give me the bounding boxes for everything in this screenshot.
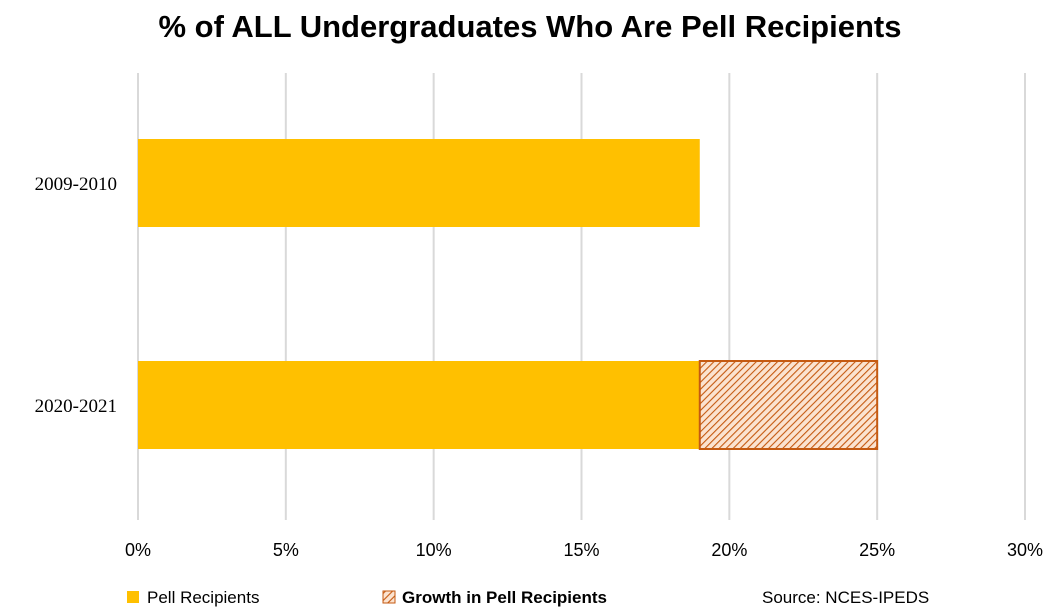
- bars: [138, 139, 879, 450]
- source-note: Source: NCES-IPEDS: [762, 588, 929, 607]
- bar-2009-2010-pell-recipients: [138, 139, 700, 227]
- legend-label-pell-recipients: Pell Recipients: [147, 588, 259, 607]
- x-tick-label-25: 25%: [859, 540, 895, 560]
- category-labels: 2009-2010 2020-2021: [35, 174, 117, 417]
- bar-2020-2021-growth-in-pell-recipients: [698, 360, 879, 450]
- x-tick-label-30: 30%: [1007, 540, 1043, 560]
- category-label-2020-2021: 2020-2021: [35, 396, 117, 417]
- x-tick-label-0: 0%: [125, 540, 151, 560]
- x-tick-label-10: 10%: [416, 540, 452, 560]
- x-tick-label-20: 20%: [711, 540, 747, 560]
- chart-title: % of ALL Undergraduates Who Are Pell Rec…: [159, 9, 902, 44]
- legend-swatch-growth-in-pell-recipients: [382, 590, 396, 604]
- bar-2020-2021-pell-recipients: [138, 361, 700, 449]
- legend-label-growth-in-pell-recipients: Growth in Pell Recipients: [402, 588, 607, 607]
- x-tick-labels: 0% 5% 10% 15% 20% 25% 30%: [125, 540, 1043, 560]
- legend: Pell Recipients Growth in Pell Recipient…: [127, 588, 929, 607]
- x-tick-label-15: 15%: [563, 540, 599, 560]
- x-tick-label-5: 5%: [273, 540, 299, 560]
- category-label-2009-2010: 2009-2010: [35, 174, 117, 195]
- legend-swatch-pell-recipients: [127, 591, 139, 603]
